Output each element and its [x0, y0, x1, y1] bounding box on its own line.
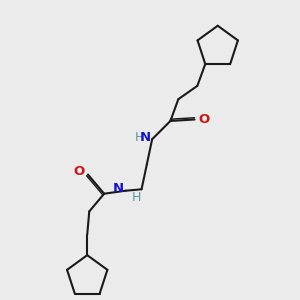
Text: H: H	[132, 191, 141, 204]
Text: N: N	[140, 131, 151, 144]
Text: O: O	[73, 164, 84, 178]
Text: N: N	[113, 182, 124, 196]
Text: H: H	[134, 131, 144, 144]
Text: O: O	[198, 113, 209, 126]
